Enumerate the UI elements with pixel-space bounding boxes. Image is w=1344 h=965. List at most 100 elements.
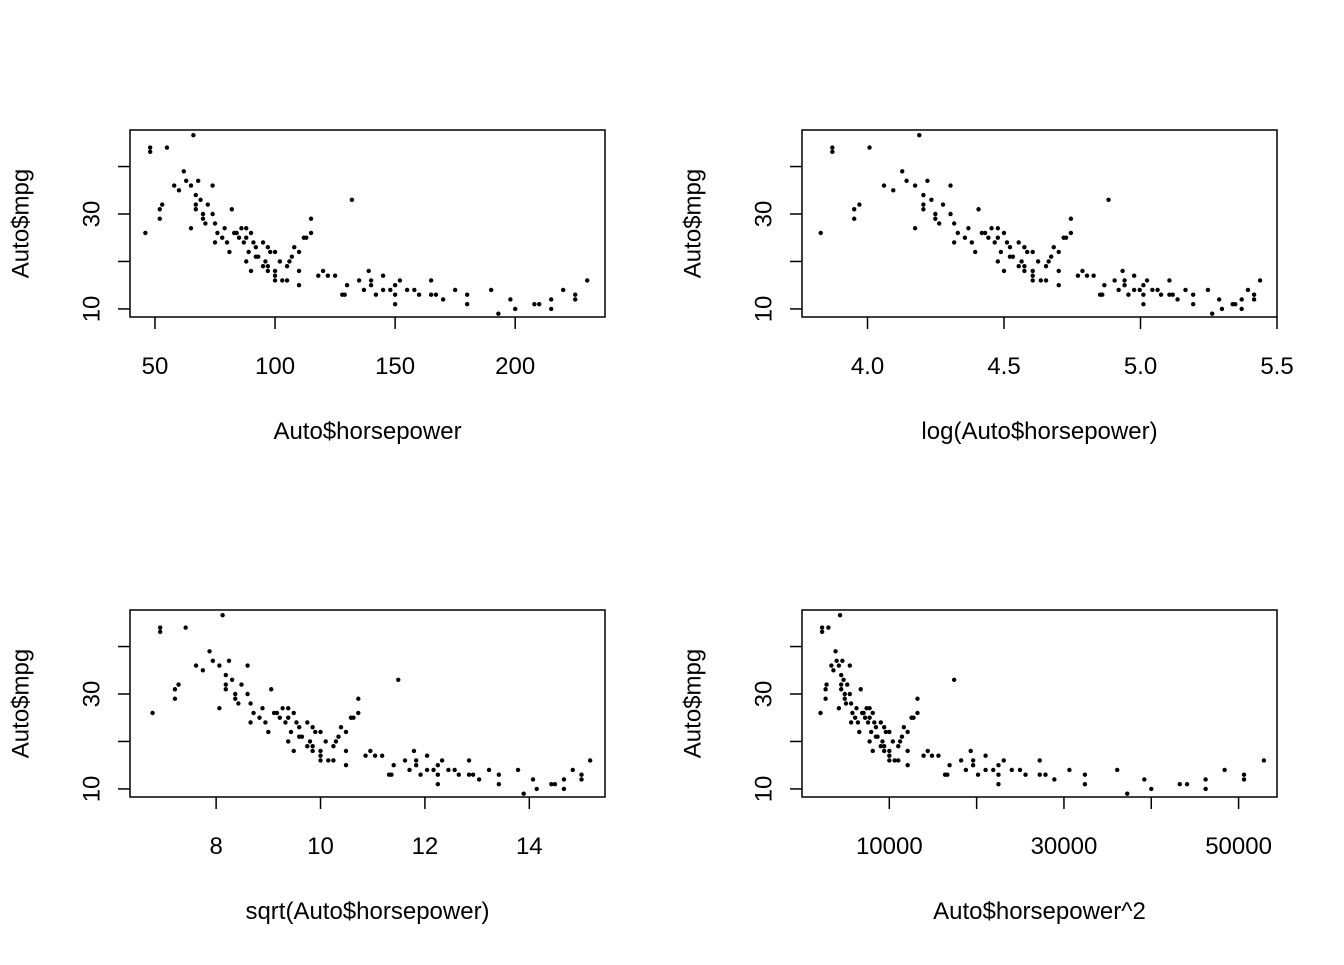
data-point	[1106, 197, 1111, 202]
data-point	[1043, 772, 1048, 777]
data-point	[867, 706, 872, 711]
data-point	[157, 207, 162, 212]
data-point	[515, 767, 521, 773]
data-point	[269, 687, 274, 692]
data-point	[549, 781, 554, 787]
data-point	[380, 287, 386, 293]
data-point	[1080, 268, 1085, 274]
data-point	[905, 748, 910, 754]
data-point	[412, 287, 417, 293]
data-point	[1150, 287, 1155, 293]
data-point	[248, 720, 253, 725]
data-point	[1184, 781, 1190, 787]
data-point	[966, 226, 971, 231]
data-point	[251, 710, 256, 716]
data-point	[1084, 273, 1090, 278]
data-point	[873, 725, 879, 730]
data-point	[1126, 292, 1131, 297]
data-point	[397, 278, 403, 283]
data-point	[873, 734, 879, 739]
data-point	[466, 758, 472, 763]
data-point	[900, 169, 905, 174]
data-point	[1022, 264, 1027, 269]
data-point	[872, 720, 877, 725]
data-point	[933, 211, 938, 217]
data-point	[150, 710, 155, 716]
data-point	[972, 249, 978, 255]
data-point	[157, 625, 163, 630]
y-tick-label: 10	[79, 776, 106, 803]
data-point	[1091, 273, 1096, 278]
data-point	[1023, 772, 1028, 777]
data-point	[223, 672, 229, 678]
data-point	[265, 264, 271, 269]
data-point	[284, 278, 290, 283]
data-point	[968, 748, 973, 754]
data-point	[1167, 292, 1172, 297]
data-point	[859, 710, 865, 716]
data-point	[245, 691, 250, 697]
data-point	[852, 216, 857, 221]
data-point	[251, 240, 256, 245]
data-point	[549, 306, 554, 312]
data-point	[304, 235, 309, 240]
data-point	[1051, 245, 1056, 250]
data-point	[887, 758, 892, 763]
data-point	[1007, 254, 1013, 259]
data-point	[917, 133, 922, 138]
data-point	[912, 183, 918, 188]
data-point	[996, 772, 1001, 777]
data-point	[1210, 311, 1215, 316]
data-point	[363, 753, 368, 758]
data-point	[1261, 758, 1267, 763]
data-point	[1122, 278, 1127, 283]
data-point	[983, 767, 988, 773]
data-point	[379, 753, 385, 758]
data-point	[268, 249, 273, 255]
data-point	[323, 739, 328, 744]
data-point	[1030, 278, 1035, 283]
data-point	[842, 691, 847, 697]
data-point	[402, 758, 408, 763]
data-point	[532, 301, 537, 307]
data-point	[838, 682, 844, 687]
data-point	[318, 753, 323, 758]
data-point	[1030, 273, 1035, 278]
y-tick-label: 10	[79, 296, 106, 323]
data-point	[1016, 240, 1021, 245]
x-tick-label: 4.5	[987, 353, 1020, 380]
data-point	[373, 292, 379, 297]
x-tick-label: 14	[516, 833, 543, 860]
x-axis-label: Auto$horsepower^2	[933, 898, 1146, 925]
data-point	[850, 710, 855, 716]
data-point	[248, 268, 254, 274]
data-point	[829, 663, 834, 668]
data-point	[207, 649, 212, 654]
data-point	[343, 763, 349, 768]
data-point	[1158, 292, 1164, 297]
data-point	[496, 311, 501, 316]
data-point	[982, 230, 988, 236]
data-point	[310, 725, 315, 730]
data-point	[1183, 287, 1188, 293]
data-point	[248, 701, 253, 706]
data-point	[368, 283, 374, 288]
data-point	[1112, 278, 1117, 283]
data-point	[1131, 273, 1137, 278]
data-point	[848, 720, 854, 725]
data-point	[1219, 306, 1225, 312]
data-point	[416, 292, 422, 297]
data-point	[236, 701, 241, 706]
data-point	[223, 682, 229, 687]
data-point	[272, 278, 278, 283]
data-point	[970, 758, 976, 763]
data-point	[244, 226, 249, 231]
data-point	[220, 235, 225, 240]
data-point	[929, 753, 935, 758]
data-point	[392, 292, 398, 297]
data-point	[229, 207, 235, 212]
data-point	[979, 230, 985, 236]
data-point	[232, 230, 237, 236]
data-point	[193, 192, 198, 198]
